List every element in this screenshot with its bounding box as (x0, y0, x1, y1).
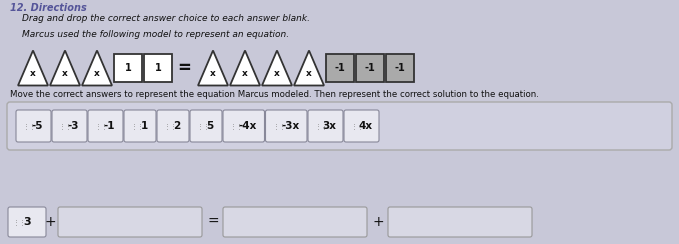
Text: x: x (210, 69, 216, 78)
Text: 4x: 4x (359, 121, 373, 131)
Text: +: + (44, 215, 56, 229)
Text: x: x (242, 69, 248, 78)
Text: 3x: 3x (323, 121, 337, 131)
Polygon shape (294, 51, 324, 85)
Text: ⋮⋮: ⋮⋮ (164, 123, 178, 129)
Text: 1: 1 (155, 63, 162, 73)
Text: 3: 3 (23, 217, 31, 227)
Text: x: x (62, 69, 68, 78)
FancyBboxPatch shape (386, 54, 414, 82)
Text: 2: 2 (173, 121, 181, 131)
Text: ⋮⋮: ⋮⋮ (230, 123, 244, 129)
Text: ⋮⋮: ⋮⋮ (131, 123, 145, 129)
Text: Move the correct answers to represent the equation Marcus modeled. Then represen: Move the correct answers to represent th… (10, 90, 539, 99)
FancyBboxPatch shape (157, 110, 189, 142)
Text: -5: -5 (32, 121, 43, 131)
FancyBboxPatch shape (7, 102, 672, 150)
Text: -1: -1 (104, 121, 115, 131)
Text: Marcus used the following model to represent an equation.: Marcus used the following model to repre… (22, 30, 289, 39)
FancyBboxPatch shape (58, 207, 202, 237)
FancyBboxPatch shape (144, 54, 172, 82)
Text: -3: -3 (68, 121, 79, 131)
Polygon shape (262, 51, 292, 85)
Text: -1: -1 (394, 63, 405, 73)
Polygon shape (18, 51, 48, 85)
Text: 1: 1 (141, 121, 147, 131)
Text: ⋮⋮: ⋮⋮ (59, 123, 73, 129)
FancyBboxPatch shape (8, 207, 46, 237)
Text: 5: 5 (206, 121, 214, 131)
Polygon shape (230, 51, 260, 85)
Polygon shape (50, 51, 80, 85)
Text: -1: -1 (335, 63, 346, 73)
Polygon shape (82, 51, 112, 85)
FancyBboxPatch shape (356, 54, 384, 82)
FancyBboxPatch shape (388, 207, 532, 237)
Text: -1: -1 (365, 63, 375, 73)
Text: 1: 1 (125, 63, 131, 73)
FancyBboxPatch shape (308, 110, 343, 142)
Text: ⋮⋮: ⋮⋮ (197, 123, 211, 129)
FancyBboxPatch shape (223, 110, 265, 142)
Text: x: x (274, 69, 280, 78)
Text: ⋮⋮: ⋮⋮ (351, 123, 365, 129)
FancyBboxPatch shape (265, 110, 307, 142)
Text: ⋮⋮: ⋮⋮ (95, 123, 109, 129)
Text: =: = (177, 59, 191, 77)
FancyBboxPatch shape (16, 110, 51, 142)
FancyBboxPatch shape (326, 54, 354, 82)
FancyBboxPatch shape (223, 207, 367, 237)
Text: ⋮⋮: ⋮⋮ (23, 123, 37, 129)
Text: x: x (30, 69, 36, 78)
Text: x: x (306, 69, 312, 78)
FancyBboxPatch shape (114, 54, 142, 82)
FancyBboxPatch shape (344, 110, 379, 142)
Text: x: x (94, 69, 100, 78)
FancyBboxPatch shape (52, 110, 87, 142)
Polygon shape (198, 51, 228, 85)
Text: ⋮⋮: ⋮⋮ (272, 123, 287, 129)
FancyBboxPatch shape (190, 110, 222, 142)
Text: 12. Directions: 12. Directions (10, 3, 87, 13)
Text: -4x: -4x (238, 121, 257, 131)
Text: ⋮⋮: ⋮⋮ (315, 123, 329, 129)
Text: ⋮⋮: ⋮⋮ (13, 219, 27, 225)
FancyBboxPatch shape (124, 110, 156, 142)
Text: Drag and drop the correct answer choice to each answer blank.: Drag and drop the correct answer choice … (22, 14, 310, 23)
Text: =: = (207, 215, 219, 229)
Text: +: + (372, 215, 384, 229)
Text: -3x: -3x (281, 121, 299, 131)
FancyBboxPatch shape (88, 110, 123, 142)
